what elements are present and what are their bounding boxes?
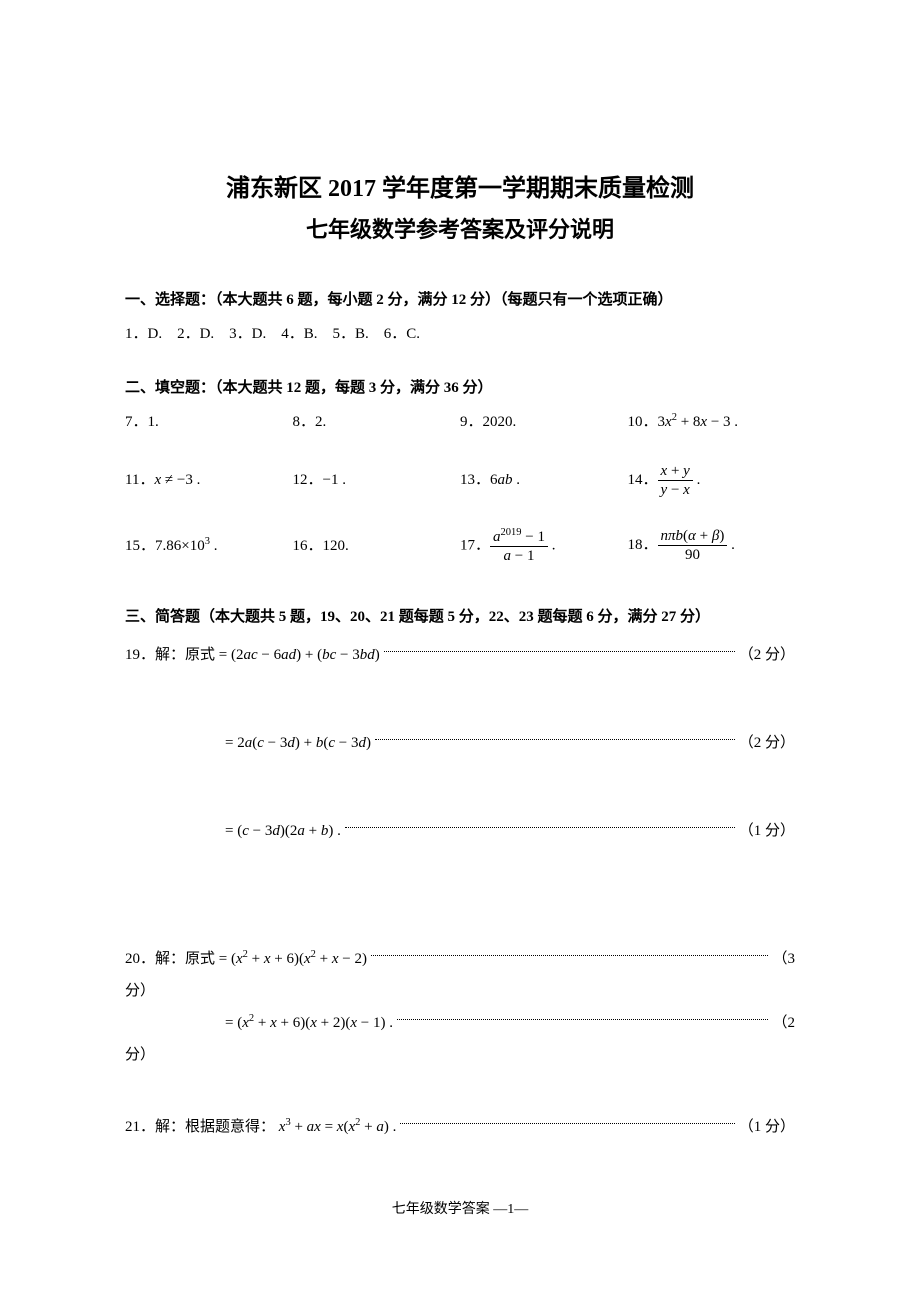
p19-pts2: （2 分）	[739, 731, 795, 755]
fill-item: 8．2.	[293, 410, 461, 434]
fill-item: 17．a2019 − 1a − 1 .	[460, 527, 628, 565]
p20-line1: 20．解：原式 = (x2 + x + 6)(x2 + x − 2) （3	[125, 947, 795, 971]
section1-header: 一、选择题：（本大题共 6 题，每小题 2 分，满分 12 分）（每题只有一个选…	[125, 288, 795, 312]
page-title: 浦东新区 2017 学年度第一学期期末质量检测	[125, 170, 795, 208]
p20-pts2b: 分）	[125, 1043, 795, 1067]
p19-line2: = 2a(c − 3d) + b(c − 3d) （2 分）	[125, 731, 795, 755]
p21-pts: （1 分）	[739, 1115, 795, 1139]
fill-item: 13．6ab .	[460, 468, 628, 492]
p21-lead: 21．解：根据题意得： x3 + ax = x(x2 + a) .	[125, 1115, 396, 1139]
fill-item: 14．x + yy − x .	[628, 462, 796, 499]
section2-header: 二、填空题：（本大题共 12 题，每题 3 分，满分 36 分）	[125, 376, 795, 400]
page-subtitle: 七年级数学参考答案及评分说明	[125, 212, 795, 247]
p19-line3: = (c − 3d)(2a + b) . （1 分）	[125, 819, 795, 843]
p21-line1: 21．解：根据题意得： x3 + ax = x(x2 + a) . （1 分）	[125, 1115, 795, 1139]
fill-item: 16．120.	[293, 534, 461, 558]
dotted-leader	[400, 1123, 734, 1124]
page-footer: 七年级数学答案 ―1―	[125, 1199, 795, 1221]
fill-item: 11．x ≠ −3 .	[125, 468, 293, 492]
fill-item: 18．nπb(α + β)90 .	[628, 527, 796, 564]
fill-item: 12．−1 .	[293, 468, 461, 492]
p20-line2: = (x2 + x + 6)(x + 2)(x − 1) . （2	[125, 1011, 795, 1035]
section3-header: 三、简答题（本大题共 5 题，19、20、21 题每题 5 分，22、23 题每…	[125, 605, 795, 629]
fill-item: 15．7.86×103 .	[125, 534, 293, 558]
dotted-leader	[384, 651, 735, 652]
dotted-leader	[345, 827, 735, 828]
p19-pts3: （1 分）	[739, 819, 795, 843]
p20-pts1b: 分）	[125, 979, 795, 1003]
p19-pts1: （2 分）	[739, 643, 795, 667]
p19-expr3: = (c − 3d)(2a + b) .	[225, 819, 341, 843]
p20-lead: 20．解：原式 = (x2 + x + 6)(x2 + x − 2)	[125, 947, 367, 971]
p20-expr2: = (x2 + x + 6)(x + 2)(x − 1) .	[225, 1011, 393, 1035]
fill-item: 10．3x2 + 8x − 3 .	[628, 410, 796, 434]
dotted-leader	[371, 955, 768, 956]
dotted-leader	[397, 1019, 768, 1020]
fill-item: 7．1.	[125, 410, 293, 434]
dotted-leader	[375, 739, 735, 740]
fill-item: 9．2020.	[460, 410, 628, 434]
mc-answer-row: 1．D. 2．D. 3．D. 4．B. 5．B. 6．C.	[125, 322, 795, 346]
p19-line1: 19．解：原式 = (2ac − 6ad) + (bc − 3bd) （2 分）	[125, 643, 795, 667]
fill-grid: 7．1.8．2.9．2020.10．3x2 + 8x − 3 . 11．x ≠ −…	[125, 410, 795, 565]
p20-pts1a: （3	[772, 947, 795, 971]
p20-pts2a: （2	[772, 1011, 795, 1035]
p19-expr2: = 2a(c − 3d) + b(c − 3d)	[225, 731, 371, 755]
p19-lead: 19．解：原式 = (2ac − 6ad) + (bc − 3bd)	[125, 643, 380, 667]
